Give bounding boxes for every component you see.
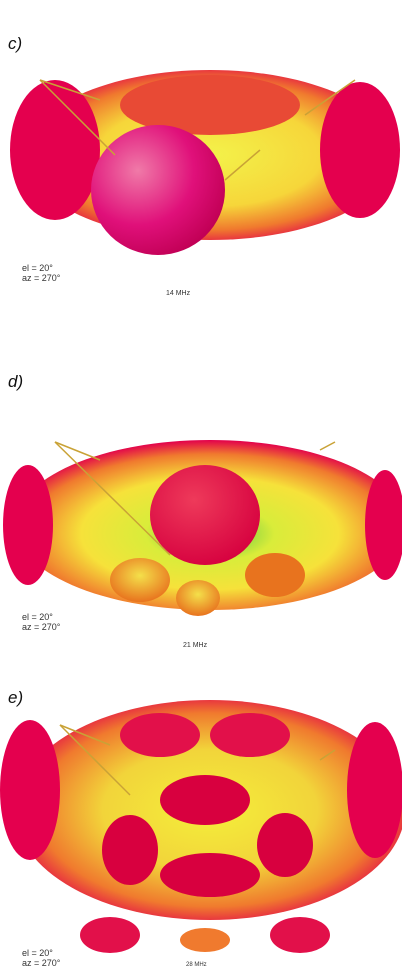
panel-label: d) [8,372,24,391]
frequency-label: 21 MHz [183,642,208,649]
left-lobe [3,465,53,585]
panel-label: c) [8,34,23,53]
lower-lobe [160,853,260,897]
top-lobe [120,75,300,135]
antenna-element [54,441,101,461]
elevation-label: el = 20° [22,612,53,622]
center-lobe [160,775,250,825]
antenna-element [39,79,116,156]
front-lobe [150,465,260,565]
left-lobe [10,80,100,220]
upper-lobe [210,713,290,757]
radiation-pattern-14mhz [10,70,400,255]
frequency-label: 14 MHz [166,290,191,297]
azimuth-label: az = 270° [22,958,61,968]
lower-lobe [110,558,170,602]
view-angles: el = 20° az = 270° [22,948,60,968]
bottom-lobe [176,580,220,616]
panel-label: e) [8,688,24,707]
elevation-label: el = 20° [22,263,53,273]
antenna-element [59,724,131,796]
right-lobe [320,82,400,218]
radiation-pattern-28mhz [0,700,402,953]
left-lobe [0,720,60,860]
azimuth-label: az = 270° [22,273,61,283]
antenna-element [304,79,356,116]
antenna-element [319,749,336,761]
upper-lobe [120,713,200,757]
azimuth-label: az = 270° [22,622,61,632]
antenna-element [319,441,336,451]
bottom-lobe [80,917,140,953]
bottom-lobe [180,928,230,952]
antenna-element [224,149,261,181]
right-lobe [365,470,402,580]
lower-lobe [245,553,305,597]
elevation-label: el = 20° [22,948,53,958]
antenna-element [59,724,111,746]
frequency-label: 28 MHz [186,962,207,968]
side-lobe [257,813,313,877]
panel-e: e) el = 20° az = 270° 28 MHz [0,650,402,973]
bottom-lobe [270,917,330,953]
panel-d: d) el = 20° az = 270° 21 MHz [0,330,402,650]
front-lobe [91,125,225,255]
right-lobe [347,722,402,858]
view-angles: el = 20° az = 270° [22,263,60,283]
antenna-element [54,441,171,556]
antenna-element [39,79,101,101]
radiation-pattern-21mhz [3,440,402,616]
side-lobe [102,815,158,885]
panel-c: c) el = 20° az = 270° 14 MHz [0,0,402,320]
view-angles: el = 20° az = 270° [22,612,60,632]
